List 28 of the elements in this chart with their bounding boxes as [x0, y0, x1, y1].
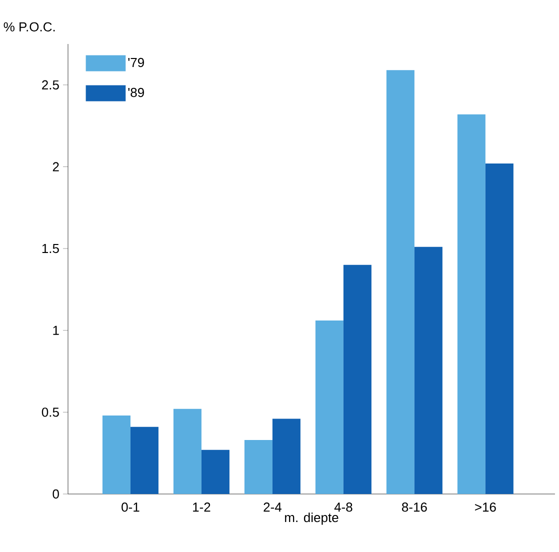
x-axis-title: m. diepte — [285, 512, 338, 525]
bar — [130, 426, 158, 494]
bar — [272, 418, 300, 494]
bar — [102, 415, 130, 494]
bar — [201, 450, 230, 494]
y-tick-label: 2 — [52, 162, 59, 172]
y-axis-title: % P.O.C. — [4, 22, 55, 32]
y-tick-label: 0.5 — [42, 408, 59, 417]
x-tick-label: 2-4 — [264, 502, 282, 512]
x-tick-label: >16 — [475, 502, 496, 512]
y-tick-label: 1.5 — [42, 244, 59, 254]
legend-label: '89 — [128, 88, 144, 98]
bar — [457, 114, 486, 494]
bar — [414, 246, 442, 494]
bar — [315, 320, 344, 494]
bar — [244, 440, 272, 494]
bar — [386, 70, 414, 494]
x-tick-label: 4-8 — [334, 502, 352, 512]
x-tick-label: 1-2 — [193, 502, 210, 512]
legend-label: '79 — [128, 58, 144, 68]
y-tick-label: 1 — [53, 326, 59, 335]
bar — [343, 264, 372, 494]
bar — [485, 163, 514, 494]
y-tick-label: 2.5 — [42, 80, 59, 90]
x-tick-label: 8-16 — [402, 502, 427, 512]
y-tick-label: 0 — [52, 489, 59, 499]
x-tick-label: 0-1 — [122, 502, 140, 512]
bar — [173, 408, 202, 494]
